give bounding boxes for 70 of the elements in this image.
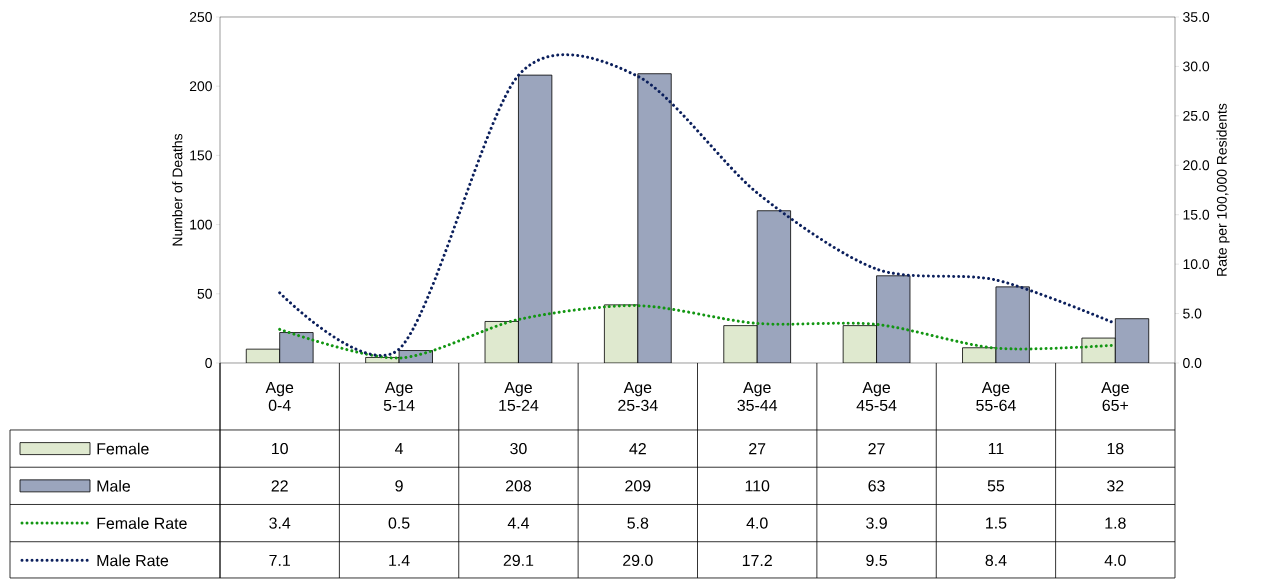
x-tick-label: Age 25-34 bbox=[618, 381, 658, 412]
legend-label: Female bbox=[97, 442, 149, 455]
data-label: 63 bbox=[868, 480, 885, 492]
data-label: 0.5 bbox=[388, 517, 410, 529]
data-label: 55 bbox=[987, 480, 1005, 492]
y-tick-label: 150 bbox=[190, 150, 212, 161]
bar bbox=[604, 304, 639, 363]
bar bbox=[1114, 318, 1150, 363]
data-label: 29.0 bbox=[623, 554, 653, 567]
data-label: 3.9 bbox=[866, 517, 887, 529]
data-label: 4 bbox=[394, 443, 404, 455]
data-label: 9.5 bbox=[866, 554, 887, 567]
x-tick-label: Age 5-14 bbox=[383, 381, 415, 412]
y2-tick-label: 10.0 bbox=[1183, 259, 1210, 270]
data-label: 18 bbox=[1107, 442, 1124, 455]
y2-tick-label: 15.0 bbox=[1183, 209, 1210, 220]
data-label: 42 bbox=[629, 443, 646, 455]
data-label: 9 bbox=[395, 480, 403, 492]
x-tick-label: Age 45-54 bbox=[856, 381, 897, 412]
y-tick-label: 50 bbox=[197, 288, 212, 299]
data-label: 30 bbox=[510, 442, 527, 455]
x-tick-label: Age 0-4 bbox=[265, 381, 294, 412]
bar bbox=[637, 73, 672, 363]
y-tick-label: 0 bbox=[205, 358, 212, 368]
data-label: 4.0 bbox=[1104, 554, 1126, 567]
y-axis-title: Number of Deaths bbox=[172, 133, 183, 246]
data-label: 8.4 bbox=[985, 554, 1007, 567]
data-label: 10 bbox=[272, 442, 288, 455]
data-label: 27 bbox=[868, 443, 885, 455]
data-label: 5.8 bbox=[627, 517, 649, 529]
data-label: 209 bbox=[625, 480, 651, 492]
data-label: 1.4 bbox=[389, 554, 410, 566]
x-tick-label: Age 35-44 bbox=[737, 381, 778, 412]
bar bbox=[995, 286, 1030, 363]
data-label: 22 bbox=[271, 480, 288, 492]
data-label: 27 bbox=[749, 443, 766, 455]
bar bbox=[484, 321, 519, 363]
y-tick-label: 200 bbox=[189, 81, 212, 92]
data-label: 32 bbox=[1107, 480, 1124, 492]
data-label: 208 bbox=[505, 480, 532, 492]
bar bbox=[756, 210, 792, 363]
y2-tick-label: 5.0 bbox=[1183, 308, 1202, 319]
bar bbox=[723, 325, 758, 363]
data-label: 11 bbox=[988, 443, 1004, 455]
x-tick-label: Age 65+ bbox=[1101, 381, 1129, 412]
bar bbox=[518, 74, 553, 363]
y2-tick-label: 30.0 bbox=[1183, 61, 1210, 72]
data-label: 1.5 bbox=[986, 517, 1007, 529]
y2-tick-label: 25.0 bbox=[1183, 110, 1210, 121]
data-label: 3.4 bbox=[269, 517, 291, 529]
data-label: 17.2 bbox=[742, 554, 772, 566]
y-tick-label: 100 bbox=[190, 219, 212, 230]
bar bbox=[876, 275, 911, 363]
legend-label: Male bbox=[97, 480, 131, 492]
data-label: 7.1 bbox=[269, 554, 290, 566]
y2-tick-label: 35.0 bbox=[1183, 12, 1210, 22]
legend-label: Male Rate bbox=[97, 554, 169, 567]
x-tick-label: Age 55-64 bbox=[976, 381, 1016, 412]
y2-tick-label: 20.0 bbox=[1183, 160, 1210, 171]
y-tick-label: 250 bbox=[189, 12, 212, 22]
y2-axis-title: Rate per 100,000 Residents bbox=[1216, 103, 1230, 276]
bar bbox=[842, 325, 877, 363]
data-label: 29.1 bbox=[503, 554, 534, 567]
y2-tick-label: 0.0 bbox=[1183, 358, 1202, 368]
data-label: 4.0 bbox=[746, 517, 768, 529]
x-tick-label: Age 15-24 bbox=[499, 381, 539, 412]
legend-label: Female Rate bbox=[97, 517, 187, 529]
data-label: 110 bbox=[745, 480, 770, 492]
data-label: 4.4 bbox=[507, 517, 530, 529]
data-label: 1.8 bbox=[1105, 517, 1126, 529]
